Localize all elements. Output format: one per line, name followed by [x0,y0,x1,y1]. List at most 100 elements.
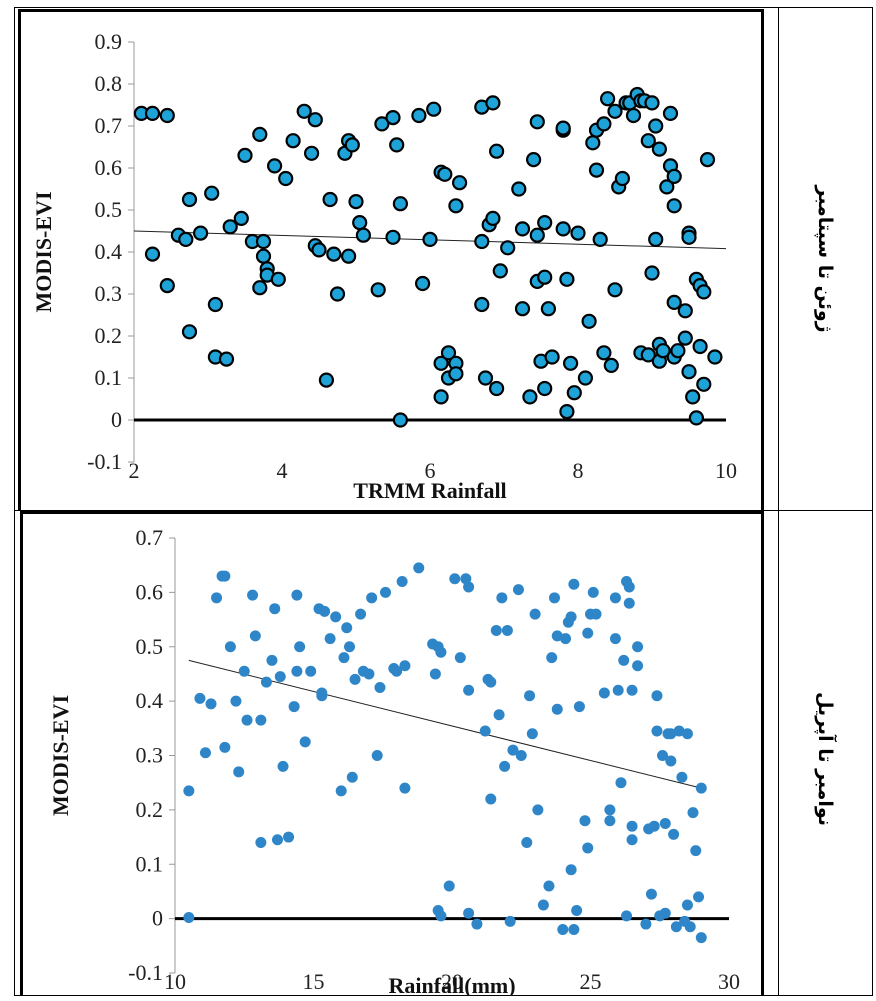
data-point [344,137,360,153]
data-point [219,570,231,582]
data-point [370,282,386,298]
data-point [659,179,675,195]
data-point [544,349,560,365]
data-point [463,907,475,919]
data-point [316,690,328,702]
data-point [183,785,195,797]
x-axis-label: TRMM Rainfall [353,478,506,503]
data-point [266,654,278,666]
data-point [514,301,531,317]
y-tick-label: 0.6 [95,155,123,180]
data-point [329,286,346,302]
data-point [677,303,693,319]
data-point [238,665,250,677]
x-tick-label: 30 [718,969,740,994]
data-point [571,904,583,916]
data-point [659,817,671,829]
data-point [687,807,699,819]
data-point [449,573,461,585]
data-point [525,152,542,168]
data-point [205,698,217,710]
data-point [194,692,206,704]
data-point [537,269,553,285]
data-point [422,231,438,247]
data-point [555,221,571,237]
data-point [681,899,693,911]
data-point [159,107,175,124]
data-point [618,654,630,666]
data-point [348,194,364,210]
y-tick-label: 0.4 [95,239,123,264]
data-point [463,684,475,696]
data-point [670,343,686,359]
data-point [335,785,347,797]
data-point [440,345,457,361]
data-point [144,105,161,122]
x-tick-label: 6 [425,458,436,483]
data-point [612,684,624,696]
data-point [237,147,253,163]
data-point [319,605,331,617]
data-point [640,347,656,363]
x-tick-label: 15 [303,969,325,994]
data-point [662,105,679,122]
data-point [291,665,303,677]
chart-panel-1: -0.1 0 0.1 0.2 0.3 0.4 0.5 0.6 0.7 0.8 0.9 2 4 6 8 10 TR… [18,9,764,510]
data-point [609,633,621,645]
data-point [588,162,605,178]
data-point [676,771,688,783]
data-point [344,641,356,653]
y-tick-label: 0.6 [136,579,164,604]
data-point [598,687,610,699]
data-point [696,284,712,300]
x-tick-label: 10 [164,969,186,994]
data-point [501,624,513,636]
data-point [392,196,408,212]
data-point [285,133,301,149]
data-point [559,404,575,420]
y-tick-label: 0.1 [95,365,123,390]
y-axis-label: MODIS-EVI [31,191,56,312]
data-point [615,777,627,789]
data-point [490,624,502,636]
data-point [562,355,579,371]
data-point [655,343,671,359]
data-point [670,921,682,933]
data-point [566,385,582,401]
data-point [557,923,569,935]
data-point [374,116,390,132]
data-point [585,135,601,151]
data-point [341,248,357,264]
data-point [443,880,455,892]
y-tick-label: 0.7 [136,525,164,550]
trendline [188,659,702,789]
data-point [218,351,235,367]
data-point [699,152,716,168]
y-tick-label: 0.7 [95,113,123,138]
data-point [181,324,198,340]
data-point [668,828,680,840]
data-point [596,345,612,361]
data-point [640,133,656,149]
data-point [211,592,223,604]
data-point [435,910,447,922]
data-point [609,592,621,604]
data-point [411,107,427,124]
data-point [396,575,408,587]
data-point [324,633,336,645]
data-point [568,578,580,590]
data-point [304,145,320,161]
data-point [565,611,577,623]
x-axis-label: Rainfall(mm) [388,973,515,996]
data-point [288,701,300,713]
data-point [537,380,553,397]
data-point [512,584,524,596]
x-tick-label: 25 [580,969,602,994]
data-point [489,380,505,397]
data-point [493,709,505,721]
x-tick-label: 20 [441,969,463,994]
data-point [695,782,707,794]
data-point [492,263,508,279]
data-point [391,665,403,677]
data-point [392,412,408,428]
